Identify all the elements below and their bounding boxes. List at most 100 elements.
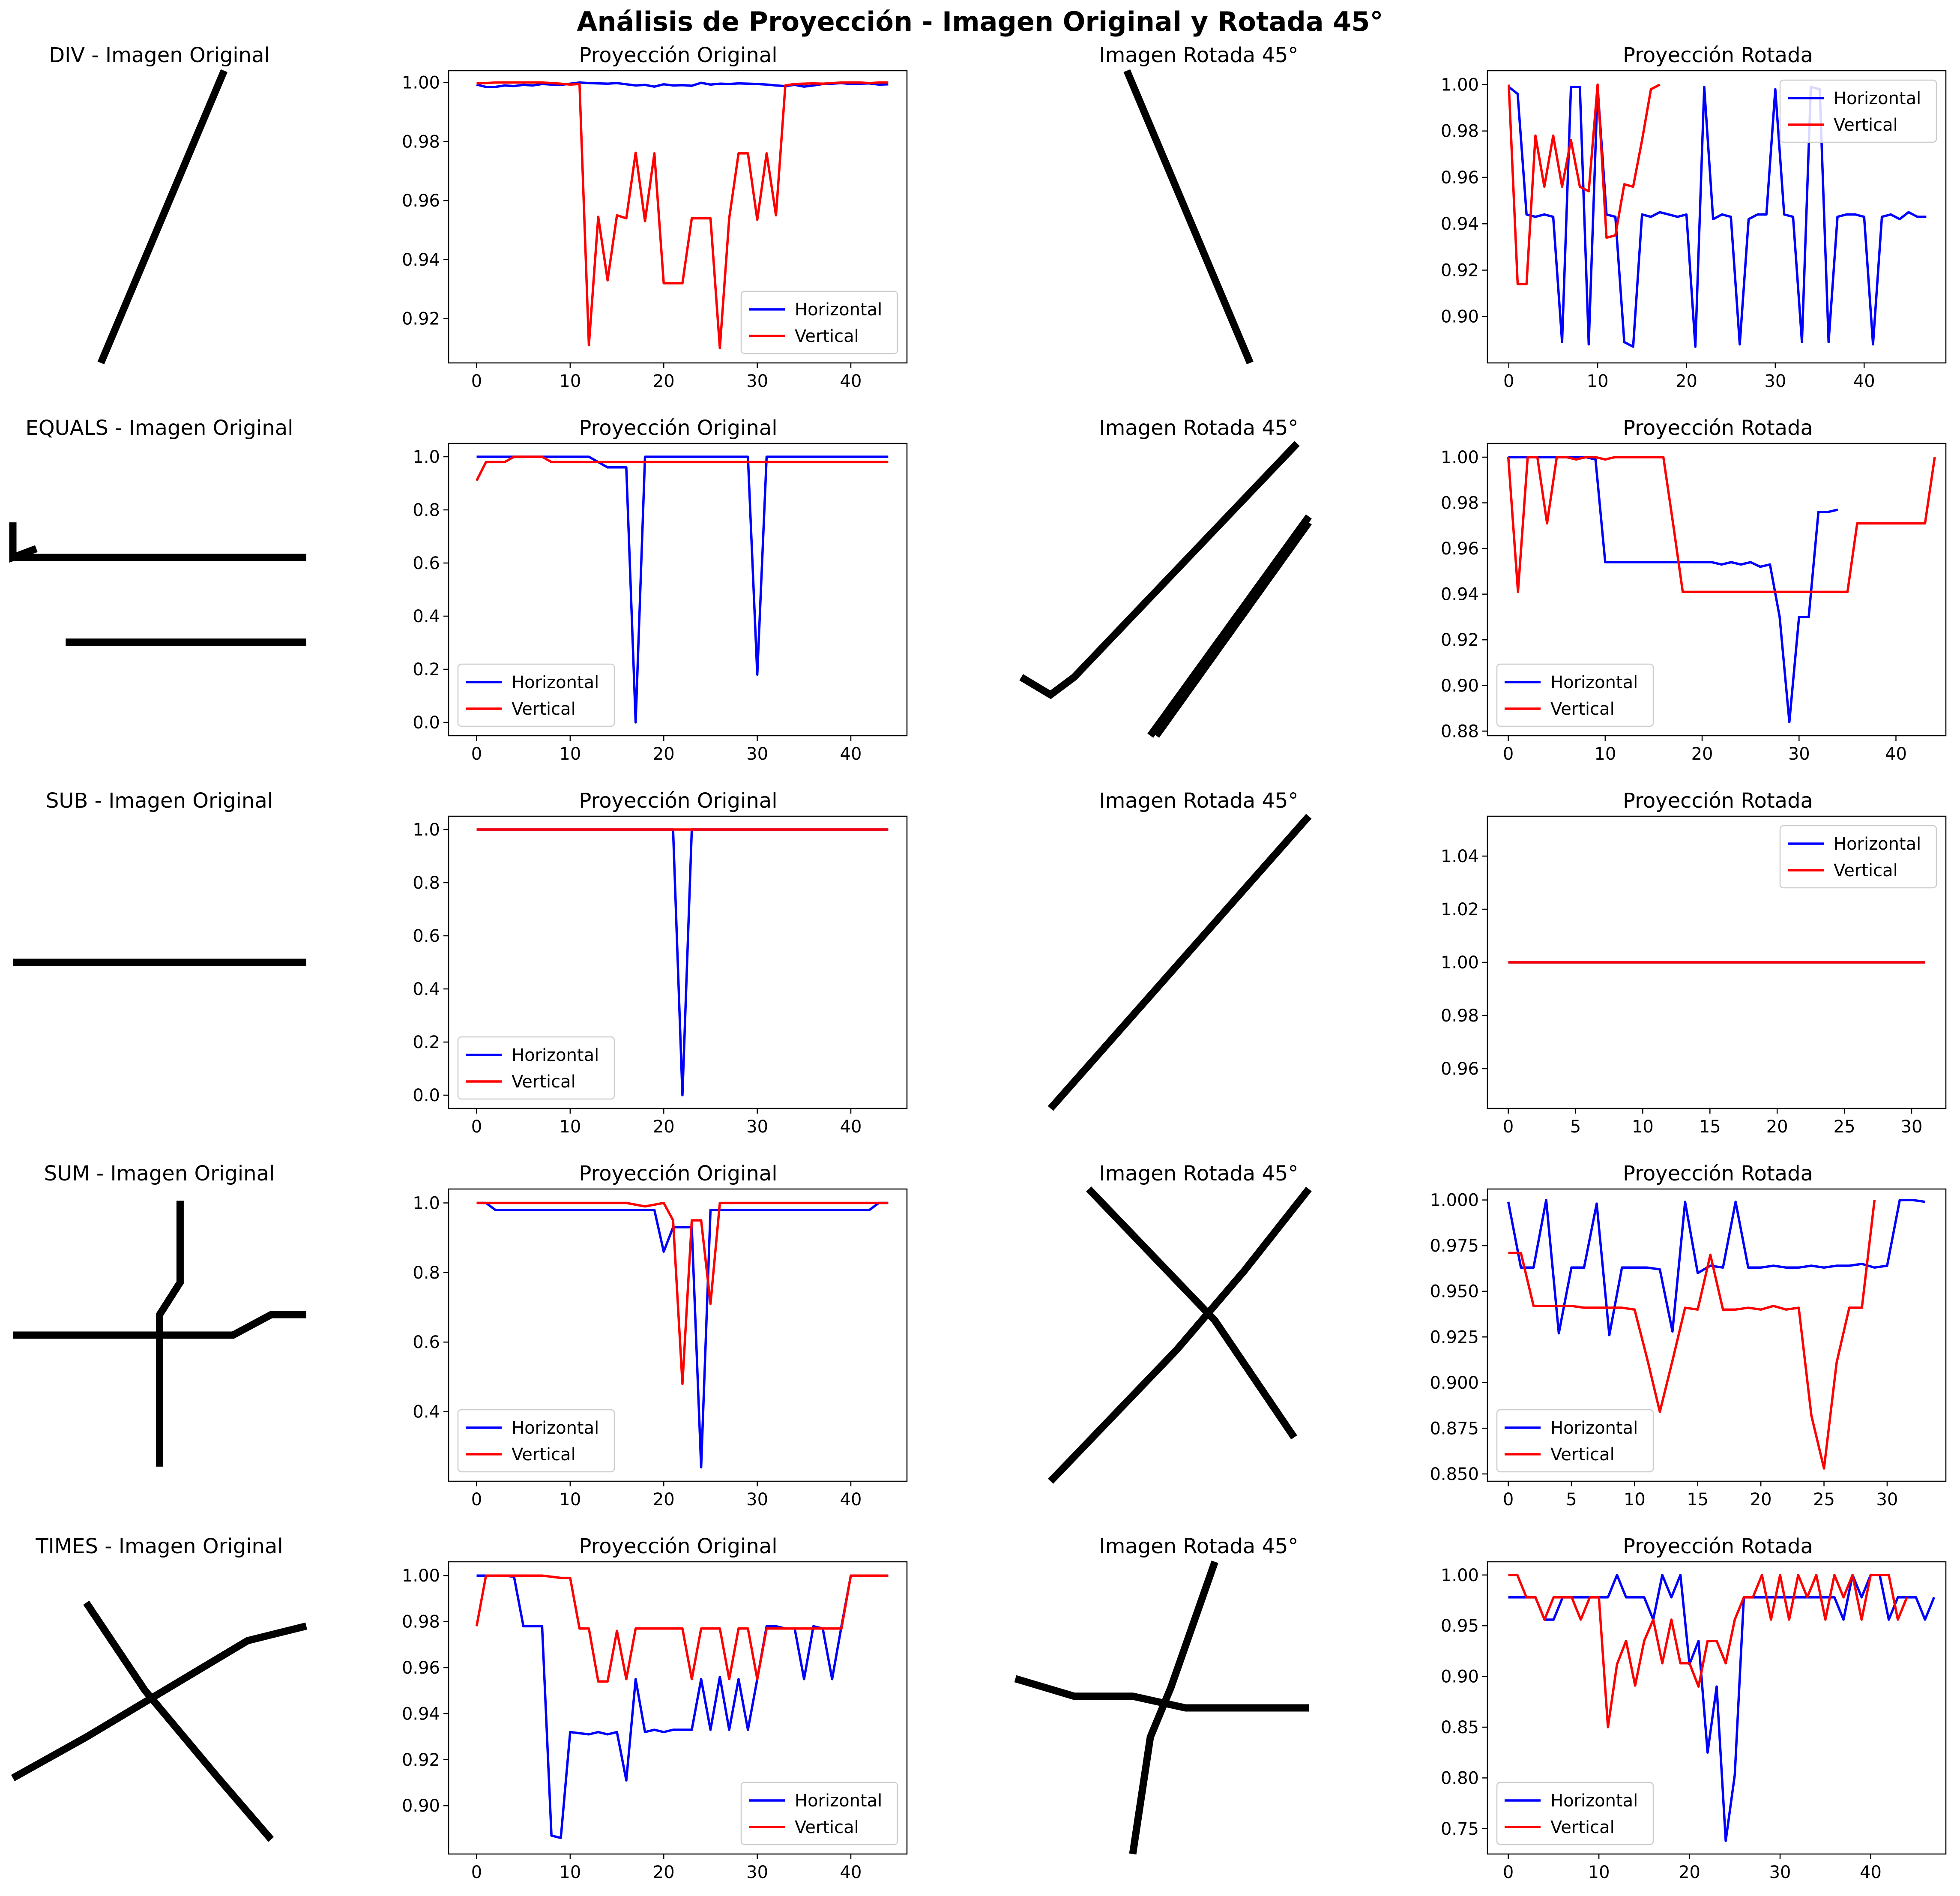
- projection-plot: Proyección Rotada 0 5 10 15 20 25 30 0.96 0.98 1.0…: [1441, 789, 1947, 1137]
- x-tick-label: 20: [653, 1863, 675, 1882]
- plot-frame: [1487, 443, 1947, 737]
- original-image-stroke-group: [9, 522, 306, 646]
- x-tick-label: 15: [1687, 1490, 1709, 1510]
- y-tick-label: 0.98: [402, 132, 440, 152]
- series-group: [475, 1574, 889, 1839]
- legend-label: Horizontal: [795, 1791, 882, 1811]
- rotated-image-stroke: [1047, 814, 1312, 1111]
- y-tick-label: 0.6: [413, 554, 440, 573]
- series-line-vertical: [1508, 1200, 1876, 1470]
- series-group: [476, 455, 889, 724]
- plot-frame: [448, 1561, 908, 1855]
- y-tick-label: 0.4: [413, 1402, 440, 1422]
- x-tick-label: 20: [653, 371, 675, 391]
- rotated-image-stroke: [1019, 441, 1300, 699]
- y-tick-label: 0.96: [402, 1658, 440, 1678]
- projection-plot: Proyección Rotada 0 10 20 30 40 0.90 0.92 0.94 0.…: [1441, 43, 1947, 391]
- y-tick-label: 0.8: [413, 1263, 440, 1283]
- series-line-horizontal: [1508, 86, 1927, 348]
- legend-label: Horizontal: [1550, 673, 1638, 692]
- y-tick-label: 1.00: [402, 73, 440, 93]
- y-tick-label: 1.00: [1441, 953, 1479, 973]
- series-line-vertical: [1508, 83, 1661, 285]
- series-line-vertical: [1507, 456, 1936, 593]
- series-group: [476, 81, 889, 350]
- plot-frame: [1487, 1561, 1947, 1855]
- original-image-title: DIV - Imagen Original: [49, 43, 270, 67]
- plot-frame: [1487, 1188, 1947, 1482]
- original-image-title: SUB - Imagen Original: [46, 789, 273, 813]
- y-tick-label: 0.6: [413, 1333, 440, 1352]
- legend-label: Horizontal: [1834, 834, 1921, 854]
- legend-label: Horizontal: [795, 300, 882, 320]
- rotated-image-stroke: [1048, 1186, 1312, 1484]
- projection-plot: Proyección Original 0 10 20 30 40 0.0 0.2 0.4 0.6…: [413, 789, 908, 1137]
- x-tick-label: 0: [471, 744, 482, 764]
- legend: Horizontal Vertical: [457, 663, 615, 727]
- y-tick-label: 1.0: [413, 820, 440, 840]
- x-tick-label: 30: [746, 1117, 768, 1137]
- legend-label: Vertical: [1834, 861, 1898, 881]
- y-tick-label: 0.90: [1441, 1667, 1479, 1687]
- plot-frame: [448, 1188, 908, 1482]
- series-group: [476, 1201, 889, 1469]
- original-image-stroke: [83, 1600, 274, 1842]
- x-tick-label: 30: [1764, 371, 1786, 391]
- y-tick-label: 0.950: [1430, 1282, 1479, 1302]
- legend-box: [1496, 1782, 1654, 1845]
- projection-plot: Proyección Rotada 0 10 20 30 40 0.75 0.80 0.85 0.…: [1441, 1534, 1947, 1882]
- y-tick-label: 0.96: [1441, 168, 1479, 188]
- rotated-image-title: Imagen Rotada 45°: [1099, 43, 1298, 67]
- legend-label: Horizontal: [1550, 1418, 1638, 1438]
- x-tick-label: 10: [559, 1117, 581, 1137]
- x-tick-label: 30: [1769, 1863, 1791, 1882]
- legend-label: Vertical: [512, 1445, 576, 1465]
- legend: Horizontal Vertical: [457, 1036, 615, 1100]
- x-tick-label: 15: [1699, 1117, 1721, 1137]
- legend-label: Horizontal: [512, 1418, 599, 1438]
- x-tick-label: 30: [746, 1863, 768, 1882]
- x-tick-label: 10: [1587, 371, 1609, 391]
- original-image-stroke: [97, 69, 228, 365]
- legend-label: Horizontal: [512, 673, 599, 692]
- x-tick-label: 10: [559, 1490, 581, 1510]
- plot-frame: [448, 70, 908, 364]
- projection-plot: Proyección Original 0 10 20 30 40 0.0 0.2 0.4 0.6…: [413, 416, 908, 764]
- x-tick-label: 10: [1588, 1863, 1610, 1882]
- y-tick-label: 0.96: [1441, 1059, 1479, 1079]
- legend: Horizontal Vertical: [1779, 79, 1937, 143]
- rotated-image-title: Imagen Rotada 45°: [1099, 789, 1298, 813]
- original-image-stroke: [11, 1622, 308, 1782]
- x-tick-label: 30: [746, 744, 768, 764]
- rotated-image-title: Imagen Rotada 45°: [1099, 1534, 1298, 1558]
- y-tick-label: 0.96: [1441, 539, 1479, 559]
- original-image-stroke: [13, 1311, 306, 1339]
- x-tick-label: 25: [1813, 1490, 1835, 1510]
- x-tick-label: 40: [840, 744, 862, 764]
- legend-box: [457, 1409, 615, 1473]
- rotated-image-title: Imagen Rotada 45°: [1099, 416, 1298, 440]
- y-tick-label: 0.850: [1430, 1465, 1479, 1484]
- legend-box: [740, 291, 898, 354]
- y-tick-label: 1.00: [1441, 75, 1479, 95]
- original-image-stroke: [9, 522, 38, 563]
- y-tick-label: 0.94: [402, 250, 440, 270]
- legend-label: Vertical: [795, 326, 859, 346]
- legend-box: [457, 663, 615, 727]
- rotated-image-stroke: [1123, 69, 1254, 365]
- y-tick-label: 0.2: [413, 1033, 440, 1052]
- legend-label: Horizontal: [512, 1045, 599, 1065]
- plot-title: Proyección Original: [579, 416, 777, 440]
- plot-frame: [448, 815, 908, 1109]
- x-tick-label: 20: [653, 1117, 675, 1137]
- series-group: [476, 828, 889, 1096]
- original-image-title: SUM - Imagen Original: [44, 1162, 275, 1186]
- legend: Horizontal Vertical: [1496, 1409, 1654, 1473]
- y-tick-label: 0.875: [1430, 1419, 1479, 1438]
- y-tick-label: 0.4: [413, 607, 440, 626]
- series-line-vertical: [476, 81, 889, 350]
- x-tick-label: 40: [1885, 744, 1907, 764]
- projection-plot: Proyección Original 0 10 20 30 40 0.92 0.94 0.96…: [402, 43, 908, 391]
- y-tick-label: 0.94: [1441, 585, 1479, 605]
- y-tick-label: 0.0: [413, 713, 440, 733]
